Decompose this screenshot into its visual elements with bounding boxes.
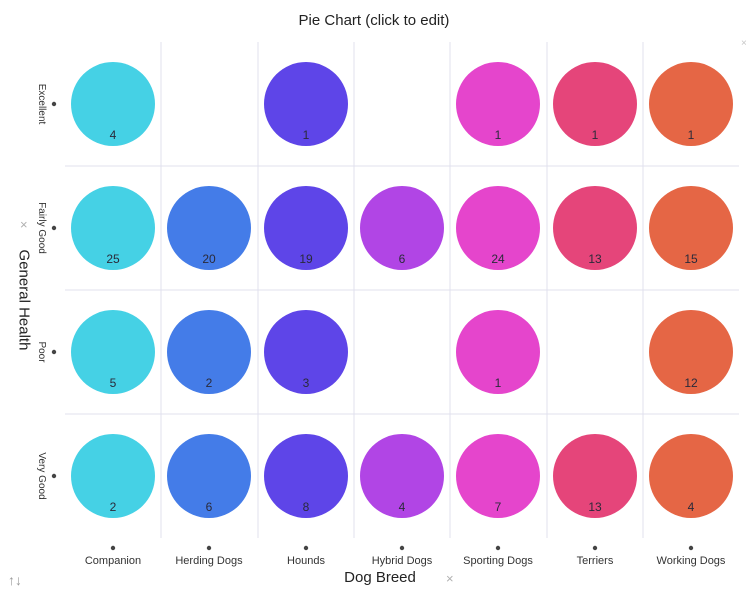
y-tick-dot [51, 473, 57, 479]
x-tick-label[interactable]: Hybrid Dogs [372, 555, 433, 567]
x-tick-dot [206, 545, 212, 551]
pie-value-label: 4 [688, 500, 695, 514]
swap-axes-icon[interactable]: ↑↓ [8, 572, 22, 588]
pie-excellent-companion[interactable] [71, 62, 155, 146]
pie-value-label: 7 [495, 500, 502, 514]
y-tick-label[interactable]: Poor [36, 341, 47, 363]
pie-fairly-good-hounds[interactable] [264, 186, 348, 270]
pie-poor-hounds[interactable] [264, 310, 348, 394]
pie-value-label: 24 [491, 252, 505, 266]
pie-value-label: 4 [399, 500, 406, 514]
pie-value-label: 1 [495, 128, 502, 142]
y-tick-dot [51, 349, 57, 355]
x-tick-label[interactable]: Hounds [287, 555, 325, 567]
pie-value-label: 1 [495, 376, 502, 390]
pie-fairly-good-working-dogs[interactable] [649, 186, 733, 270]
pie-poor-working-dogs[interactable] [649, 310, 733, 394]
pie-very-good-sporting-dogs[interactable] [456, 434, 540, 518]
x-axis-title[interactable]: Dog Breed [344, 569, 416, 586]
pie-value-label: 19 [299, 252, 313, 266]
remove-y-field-icon[interactable]: × [20, 217, 28, 232]
pie-very-good-hounds[interactable] [264, 434, 348, 518]
pie-very-good-herding-dogs[interactable] [167, 434, 251, 518]
pie-fairly-good-sporting-dogs[interactable] [456, 186, 540, 270]
pie-value-label: 13 [588, 252, 602, 266]
x-tick-dot [399, 545, 405, 551]
pie-very-good-working-dogs[interactable] [649, 434, 733, 518]
remove-x-field-icon[interactable]: × [446, 571, 454, 586]
pie-excellent-working-dogs[interactable] [649, 62, 733, 146]
y-tick-dot [51, 225, 57, 231]
pie-value-label: 25 [106, 252, 120, 266]
x-tick-dot [303, 545, 309, 551]
pie-value-label: 12 [684, 376, 698, 390]
pie-value-label: 2 [206, 376, 213, 390]
y-axis-title[interactable]: General Health [15, 249, 33, 351]
pie-value-label: 1 [592, 128, 599, 142]
pie-fairly-good-terriers[interactable] [553, 186, 637, 270]
pie-value-label: 2 [110, 500, 117, 514]
x-tick-dot [688, 545, 694, 551]
pie-value-label: 1 [303, 128, 310, 142]
x-tick-dot [110, 545, 116, 551]
pie-fairly-good-herding-dogs[interactable] [167, 186, 251, 270]
pie-fairly-good-hybrid-dogs[interactable] [360, 186, 444, 270]
pie-value-label: 15 [684, 252, 698, 266]
pie-very-good-companion[interactable] [71, 434, 155, 518]
pie-fairly-good-companion[interactable] [71, 186, 155, 270]
close-icon[interactable]: × [741, 38, 747, 49]
pie-excellent-sporting-dogs[interactable] [456, 62, 540, 146]
y-tick-label[interactable]: Excellent [36, 84, 47, 125]
x-tick-label[interactable]: Working Dogs [657, 555, 726, 567]
pie-poor-sporting-dogs[interactable] [456, 310, 540, 394]
x-tick-dot [495, 545, 501, 551]
pie-value-label: 6 [206, 500, 213, 514]
y-tick-label[interactable]: Fairly Good [36, 202, 47, 254]
pie-value-label: 8 [303, 500, 310, 514]
pie-very-good-hybrid-dogs[interactable] [360, 434, 444, 518]
pie-value-label: 5 [110, 376, 117, 390]
pie-value-label: 3 [303, 376, 310, 390]
x-tick-label[interactable]: Terriers [577, 555, 614, 567]
pie-very-good-terriers[interactable] [553, 434, 637, 518]
y-tick-dot [51, 101, 57, 107]
pie-poor-companion[interactable] [71, 310, 155, 394]
pie-value-label: 13 [588, 500, 602, 514]
pie-value-label: 1 [688, 128, 695, 142]
x-tick-label[interactable]: Companion [85, 555, 141, 567]
x-tick-dot [592, 545, 598, 551]
pie-value-label: 20 [202, 252, 216, 266]
pie-excellent-terriers[interactable] [553, 62, 637, 146]
pie-excellent-hounds[interactable] [264, 62, 348, 146]
chart-title[interactable]: Pie Chart (click to edit) [298, 12, 450, 29]
x-tick-label[interactable]: Sporting Dogs [463, 555, 533, 567]
pie-value-label: 4 [110, 128, 117, 142]
pie-value-label: 6 [399, 252, 406, 266]
pie-poor-herding-dogs[interactable] [167, 310, 251, 394]
x-tick-label[interactable]: Herding Dogs [175, 555, 243, 567]
y-tick-label[interactable]: Very Good [36, 452, 47, 499]
